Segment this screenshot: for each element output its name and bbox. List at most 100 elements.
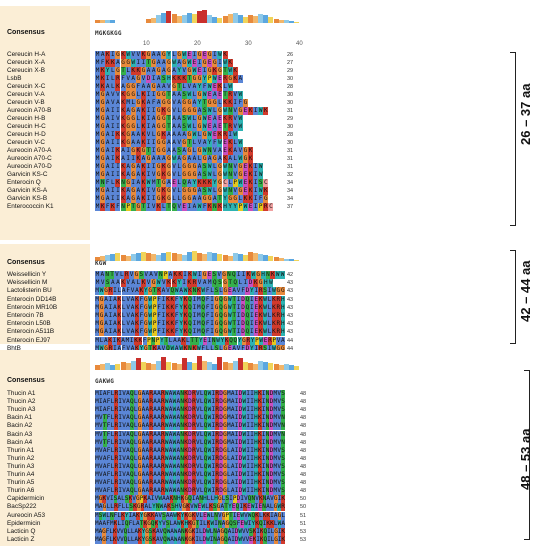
residue: G <box>223 303 228 312</box>
residue: K <box>184 479 189 488</box>
residue: Q <box>251 511 256 520</box>
residue: G <box>280 287 285 296</box>
conservation-bar <box>110 365 116 370</box>
residue: R <box>114 462 119 471</box>
residue: I <box>250 422 254 431</box>
residue: E <box>242 187 248 195</box>
residue: A <box>147 495 151 504</box>
residue: Y <box>207 139 213 147</box>
residue: K <box>102 495 107 504</box>
residue: W <box>258 171 264 179</box>
residue: W <box>130 59 136 67</box>
residue: F <box>117 503 122 512</box>
residue: R <box>276 328 281 337</box>
residue: G <box>237 187 243 195</box>
residue: A <box>156 99 162 107</box>
residue: I <box>246 414 251 423</box>
residue: G <box>99 328 104 337</box>
residue: A <box>98 535 103 544</box>
conservation-bar <box>242 362 248 370</box>
residue: K <box>176 511 181 520</box>
residue: Q <box>129 462 134 471</box>
residue: S <box>161 75 167 83</box>
residue: W <box>244 519 248 528</box>
residue: R <box>114 487 119 496</box>
residue: K <box>150 511 155 520</box>
residue: Q <box>187 312 193 320</box>
residue: V <box>98 471 103 479</box>
residue: L <box>110 438 115 447</box>
residue: W <box>258 187 264 195</box>
conservation-bar <box>186 13 192 23</box>
residue: T <box>120 67 126 75</box>
residue: A <box>145 487 150 496</box>
residue: K <box>248 171 254 179</box>
residue: M <box>226 414 231 423</box>
residue: I <box>246 446 251 455</box>
residue: K <box>196 287 202 296</box>
residue: I <box>250 414 254 423</box>
residue: W <box>166 535 171 544</box>
residue: D <box>269 446 274 455</box>
residue: I <box>232 511 237 520</box>
residue: G <box>100 91 106 99</box>
residue: V <box>146 279 152 288</box>
residue: Y <box>158 519 163 528</box>
residue: K <box>120 115 126 123</box>
residue: P <box>152 303 157 312</box>
residue: K <box>138 527 142 536</box>
residue: I <box>125 155 131 163</box>
residue: K <box>133 503 137 512</box>
residue: K <box>202 179 208 187</box>
residue: G <box>222 390 227 398</box>
residue: I <box>254 344 259 353</box>
residue: I <box>192 303 197 312</box>
sequence-length: 29 <box>287 68 294 74</box>
sequence-length: 31 <box>287 148 294 154</box>
residue: Y <box>139 511 144 520</box>
residue: D <box>188 487 192 496</box>
residue: E <box>207 59 213 67</box>
residue: W <box>173 535 178 544</box>
residue: G <box>197 123 203 131</box>
residue: W <box>206 511 211 520</box>
residue: E <box>191 59 197 67</box>
residue: D <box>238 406 243 415</box>
conservation-bar <box>115 364 121 370</box>
residue: Q <box>203 406 208 415</box>
residue: F <box>106 390 111 398</box>
residue: Q <box>181 179 187 187</box>
residue: E <box>242 171 248 179</box>
residue: A <box>186 179 192 187</box>
residue: R <box>149 414 154 423</box>
residue: L <box>199 479 204 488</box>
residue: R <box>160 406 165 415</box>
residue: W <box>178 344 184 353</box>
residue: Q <box>203 422 208 431</box>
residue: N <box>173 495 177 504</box>
residue: A <box>141 487 146 496</box>
residue: Y <box>202 75 208 83</box>
residue: K <box>263 107 269 115</box>
residue: M <box>95 115 101 123</box>
residue: D <box>248 279 254 288</box>
residue: S <box>281 479 285 488</box>
residue: E <box>217 123 223 131</box>
residue: P <box>152 328 157 337</box>
residue: A <box>130 303 135 312</box>
residue: A <box>132 511 136 520</box>
residue: Q <box>203 446 208 455</box>
residue: M <box>95 195 101 203</box>
sequence-length: 34 <box>287 180 294 186</box>
residue: L <box>133 390 138 398</box>
residue: R <box>222 131 228 139</box>
residue: K <box>259 535 264 544</box>
sequence-row: Bacin A2 M V T F L R I V A Q L G A A R A A R W A W A N K D R V L Q W I R… <box>0 422 306 431</box>
residue: E <box>240 519 244 528</box>
residue: T <box>227 279 233 288</box>
residue: I <box>197 271 203 279</box>
residue: V <box>195 487 200 496</box>
residue: L <box>110 430 115 439</box>
residue: E <box>248 203 254 211</box>
residue: K <box>257 462 262 471</box>
